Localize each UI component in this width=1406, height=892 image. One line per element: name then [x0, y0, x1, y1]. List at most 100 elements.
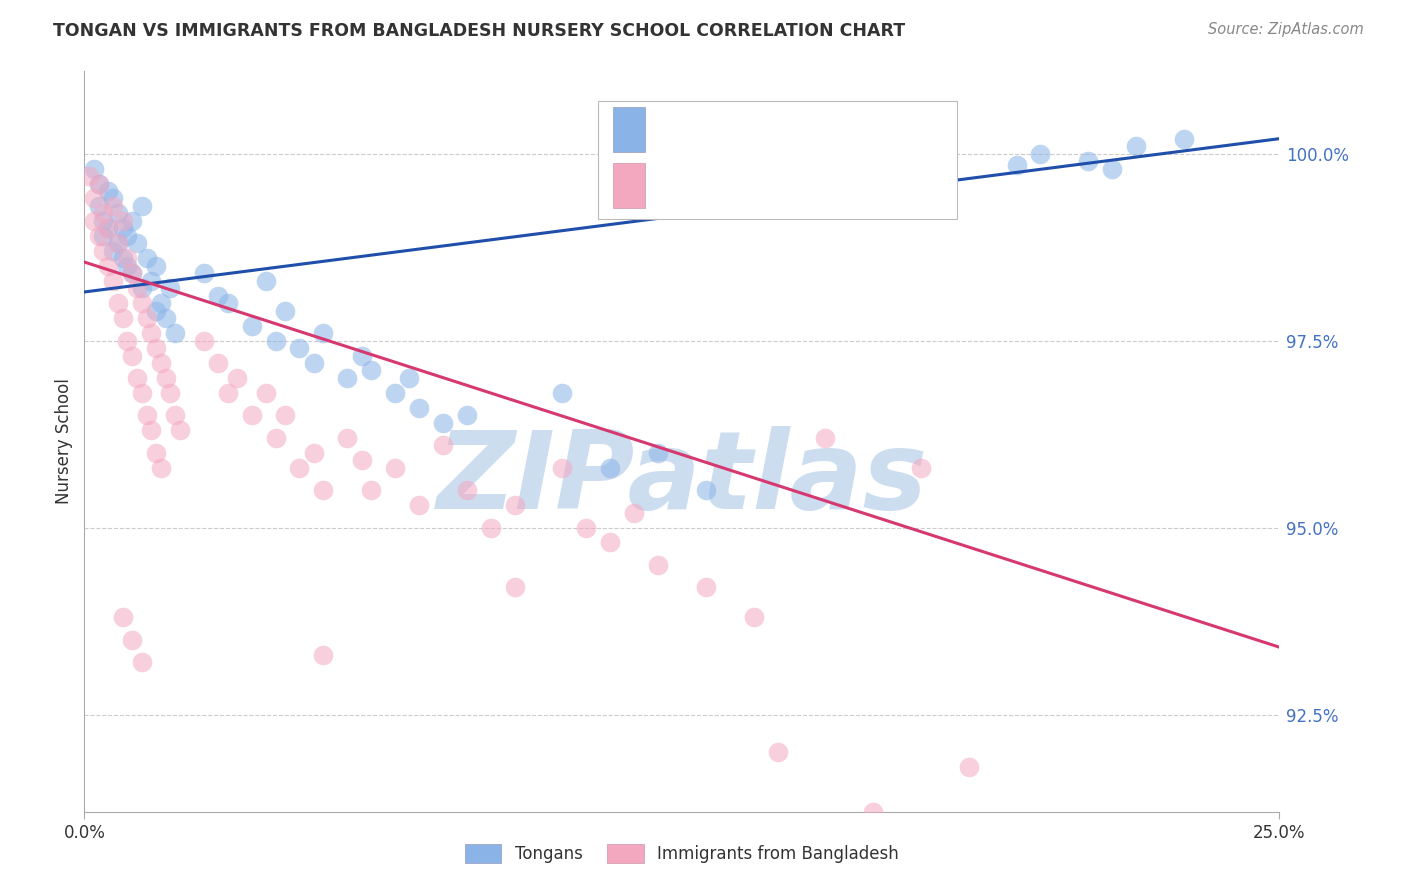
Y-axis label: Nursery School: Nursery School — [55, 378, 73, 505]
Point — [107, 236, 129, 251]
Point — [623, 506, 645, 520]
Point — [111, 252, 134, 266]
Point — [432, 438, 454, 452]
Point — [117, 228, 139, 243]
Point — [131, 655, 153, 669]
Text: ZIPatlas: ZIPatlas — [436, 425, 928, 532]
Point — [121, 266, 143, 280]
Legend: Tongans, Immigrants from Bangladesh: Tongans, Immigrants from Bangladesh — [458, 838, 905, 870]
Point — [695, 483, 717, 497]
Point — [350, 349, 373, 363]
Point — [264, 431, 287, 445]
Point — [742, 610, 765, 624]
Point — [838, 177, 860, 191]
Point — [503, 580, 526, 594]
Point — [862, 805, 884, 819]
Point — [384, 386, 406, 401]
Point — [159, 386, 181, 401]
Point — [97, 221, 120, 235]
Point — [312, 326, 335, 340]
Point — [121, 632, 143, 647]
Point — [131, 199, 153, 213]
Point — [910, 460, 932, 475]
Point — [97, 184, 120, 198]
Point — [165, 409, 187, 423]
Point — [169, 423, 191, 437]
Point — [125, 281, 148, 295]
Point — [551, 386, 574, 401]
Point — [83, 192, 105, 206]
Point — [107, 296, 129, 310]
Point — [101, 274, 124, 288]
Point — [360, 363, 382, 377]
Point — [886, 161, 908, 176]
Point — [121, 349, 143, 363]
Point — [217, 296, 239, 310]
Point — [312, 483, 335, 497]
Point — [87, 177, 110, 191]
Point — [107, 236, 129, 251]
Point — [83, 161, 105, 176]
Point — [274, 303, 297, 318]
Point — [766, 745, 789, 759]
Point — [264, 334, 287, 348]
Point — [111, 311, 134, 326]
Point — [145, 259, 167, 273]
Point — [149, 296, 172, 310]
Point — [101, 192, 124, 206]
Point — [87, 199, 110, 213]
Point — [1173, 131, 1195, 145]
Point — [155, 371, 177, 385]
Point — [117, 252, 139, 266]
Text: Source: ZipAtlas.com: Source: ZipAtlas.com — [1208, 22, 1364, 37]
Point — [360, 483, 382, 497]
Point — [312, 648, 335, 662]
Point — [551, 460, 574, 475]
Point — [288, 460, 311, 475]
Point — [336, 371, 359, 385]
Point — [125, 236, 148, 251]
Text: TONGAN VS IMMIGRANTS FROM BANGLADESH NURSERY SCHOOL CORRELATION CHART: TONGAN VS IMMIGRANTS FROM BANGLADESH NUR… — [53, 22, 905, 40]
Point — [240, 318, 263, 333]
Point — [207, 289, 229, 303]
Point — [149, 460, 172, 475]
Point — [1029, 146, 1052, 161]
Point — [456, 409, 478, 423]
Point — [135, 252, 157, 266]
Point — [141, 274, 163, 288]
Point — [398, 371, 420, 385]
Point — [93, 228, 115, 243]
Point — [456, 483, 478, 497]
Point — [193, 266, 215, 280]
Point — [599, 535, 621, 549]
Point — [503, 498, 526, 512]
Point — [302, 356, 325, 370]
Point — [93, 214, 115, 228]
Point — [97, 221, 120, 235]
Point — [97, 259, 120, 273]
Point — [1125, 139, 1147, 153]
Point — [934, 184, 956, 198]
Point — [302, 446, 325, 460]
Point — [336, 431, 359, 445]
Point — [384, 460, 406, 475]
Point — [957, 760, 980, 774]
Point — [93, 206, 115, 220]
Point — [647, 558, 669, 572]
Point — [121, 214, 143, 228]
Point — [125, 371, 148, 385]
Point — [408, 498, 430, 512]
Point — [254, 274, 277, 288]
Point — [117, 334, 139, 348]
Point — [599, 460, 621, 475]
Point — [111, 221, 134, 235]
Point — [131, 281, 153, 295]
Point — [217, 386, 239, 401]
Point — [1005, 158, 1028, 172]
Point — [101, 199, 124, 213]
Point — [107, 206, 129, 220]
Point — [647, 446, 669, 460]
Point — [141, 423, 163, 437]
Point — [479, 520, 502, 534]
Point — [131, 296, 153, 310]
